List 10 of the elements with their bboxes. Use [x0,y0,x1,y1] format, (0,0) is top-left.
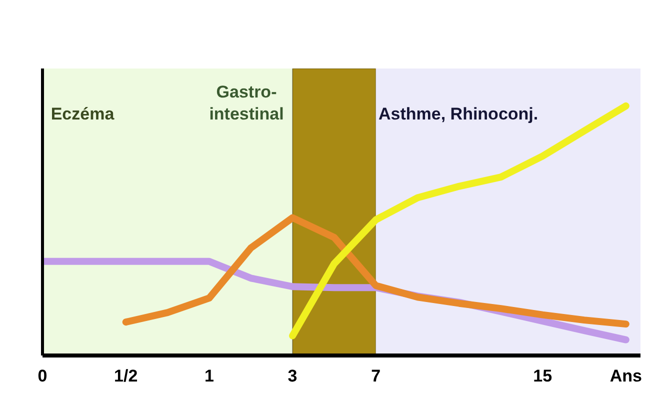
x-tick-label: 3 [288,366,298,386]
x-tick-label: 1/2 [114,366,138,386]
x-tick-label: 15 [533,366,552,386]
annotation: Gastro- intestinal [209,82,284,124]
annotation: Eczéma [50,104,115,124]
x-tick-label: 0 [38,366,48,386]
x-tick-label: 1 [204,366,214,386]
x-tick-label: Ans [610,366,642,386]
annotation: Asthme, Rhinoconj. [378,104,538,124]
x-tick-label: 7 [371,366,381,386]
